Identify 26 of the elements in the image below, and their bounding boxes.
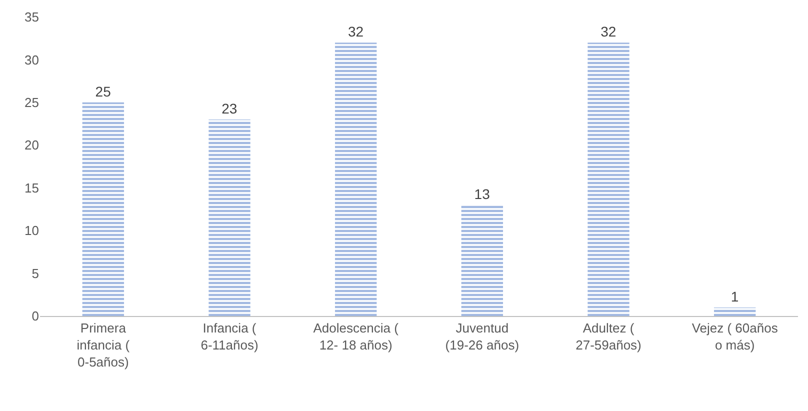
bar [588,42,630,316]
data-label: 23 [222,100,238,117]
y-tick-label: 20 [24,138,39,153]
data-label: 1 [730,288,739,304]
y-tick-label: 15 [24,180,39,196]
data-label: 32 [348,24,364,40]
x-tick-label: Vejez ( 60años o más) [692,320,778,352]
bar [208,120,250,316]
y-tick-label: 30 [24,52,39,68]
data-label: 13 [474,186,490,202]
y-tick-label: 35 [24,10,39,25]
x-tick-label: Infancia ( 6-11años) [200,320,258,352]
x-tick-label: Primera infancia ( 0-5años) [76,320,130,370]
data-label: 32 [600,24,616,40]
y-tick-label: 10 [24,223,39,238]
y-tick-label: 25 [24,94,39,110]
bar [334,42,377,316]
bar [82,102,124,316]
x-tick-label: Juventud (19-26 años) [445,320,520,352]
y-tick-label: 0 [32,308,39,324]
y-tick-label: 5 [32,266,39,281]
x-tick-label: Adultez ( 27-59años) [576,320,642,352]
bar [461,204,504,316]
data-label: 25 [95,83,112,100]
bar [714,307,756,316]
x-tick-label: Adolescencia ( 12- 18 años) [313,320,400,352]
